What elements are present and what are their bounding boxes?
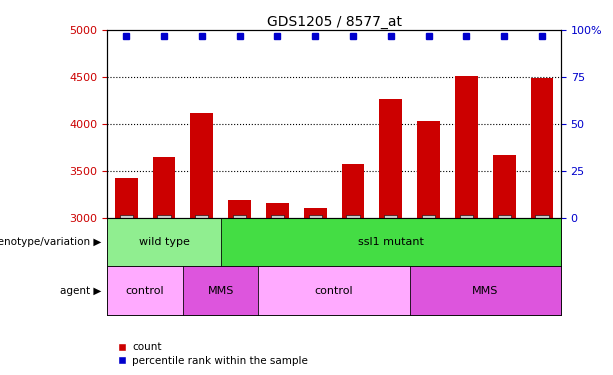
Bar	[379, 99, 402, 218]
Bar	[417, 121, 440, 218]
Legend: count, percentile rank within the sample: count, percentile rank within the sample	[112, 338, 312, 370]
Text: GSM43908: GSM43908	[386, 217, 395, 267]
Bar	[341, 164, 364, 218]
Bar	[266, 203, 289, 217]
Bar	[409, 266, 561, 315]
Text: GSM43899: GSM43899	[197, 217, 207, 267]
Text: wild type: wild type	[139, 237, 189, 247]
Bar	[107, 266, 183, 315]
Text: GSM43903: GSM43903	[235, 217, 244, 267]
Text: control: control	[126, 286, 164, 296]
Text: genotype/variation ▶: genotype/variation ▶	[0, 237, 101, 247]
Text: GSM43909: GSM43909	[538, 217, 547, 267]
Bar	[531, 78, 554, 218]
Text: MMS: MMS	[207, 286, 234, 296]
Bar	[221, 217, 561, 266]
Bar	[191, 112, 213, 218]
Text: GSM43905: GSM43905	[311, 217, 320, 267]
Bar	[304, 208, 327, 218]
Text: MMS: MMS	[472, 286, 498, 296]
Bar	[153, 157, 175, 218]
Bar	[107, 217, 221, 266]
Text: agent ▶: agent ▶	[60, 286, 101, 296]
Text: GSM43901: GSM43901	[273, 217, 282, 267]
Text: GSM43907: GSM43907	[500, 217, 509, 267]
Text: GSM43902: GSM43902	[462, 217, 471, 267]
Text: ssl1 mutant: ssl1 mutant	[358, 237, 424, 247]
Bar	[493, 154, 516, 218]
Text: control: control	[314, 286, 354, 296]
Bar	[228, 200, 251, 217]
Bar	[183, 266, 259, 315]
Bar	[115, 178, 137, 218]
Text: GSM43900: GSM43900	[424, 217, 433, 267]
Bar	[259, 266, 409, 315]
Text: GSM43906: GSM43906	[348, 217, 357, 267]
Text: GSM43904: GSM43904	[159, 217, 169, 267]
Text: GSM43898: GSM43898	[121, 217, 131, 267]
Title: GDS1205 / 8577_at: GDS1205 / 8577_at	[267, 15, 402, 29]
Bar	[455, 76, 478, 217]
